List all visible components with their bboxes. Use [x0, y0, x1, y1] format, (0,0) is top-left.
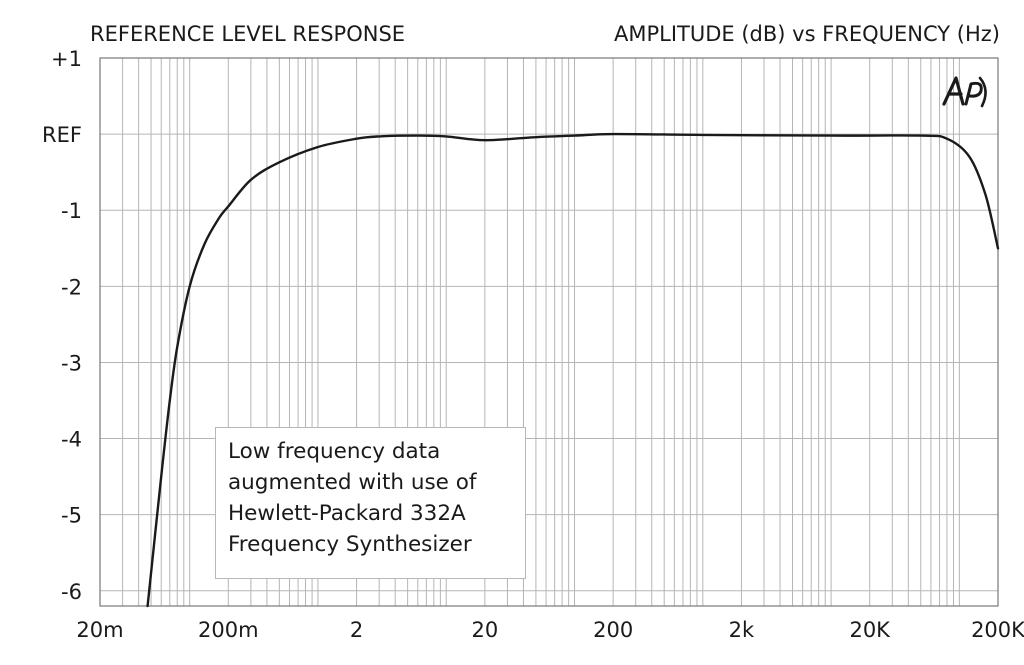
x-tick-label: 2k [729, 618, 755, 642]
annotation-line: Low frequency data [228, 439, 441, 464]
y-tick-label: REF [42, 123, 82, 147]
x-tick-label: 200K [971, 618, 1024, 642]
annotation-line: augmented with use of [228, 470, 477, 495]
x-tick-label: 200 [593, 618, 633, 642]
annotation-box: Low frequency data augmented with use of… [215, 427, 526, 579]
x-tick-label: 200m [198, 618, 259, 642]
annotation-line: Hewlett-Packard 332A [228, 501, 466, 526]
chart-title: REFERENCE LEVEL RESPONSE [90, 22, 405, 46]
x-tick-label: 20m [76, 618, 123, 642]
y-tick-label: -4 [61, 428, 82, 452]
x-tick-label: 20 [471, 618, 498, 642]
audio-precision-logo-icon [936, 72, 992, 112]
x-tick-label: 20K [849, 618, 891, 642]
y-tick-label: +1 [51, 47, 82, 71]
plot-frame [99, 57, 999, 607]
y-tick-label: -1 [61, 199, 82, 223]
chart-subtitle: AMPLITUDE (dB) vs FREQUENCY (Hz) [614, 22, 1000, 46]
y-tick-label: -3 [61, 351, 82, 375]
y-tick-label: -2 [61, 275, 82, 299]
annotation-line: Frequency Synthesizer [228, 532, 472, 557]
y-tick-label: -6 [61, 580, 82, 604]
y-tick-label: -5 [61, 504, 82, 528]
x-axis-ticks: 20m 200m 2 20 200 2k 20K 200K [76, 618, 1024, 642]
x-tick-label: 2 [350, 618, 363, 642]
y-axis-ticks: +1 REF -1 -2 -3 -4 -5 -6 [42, 47, 82, 604]
response-curve [146, 132, 1000, 608]
